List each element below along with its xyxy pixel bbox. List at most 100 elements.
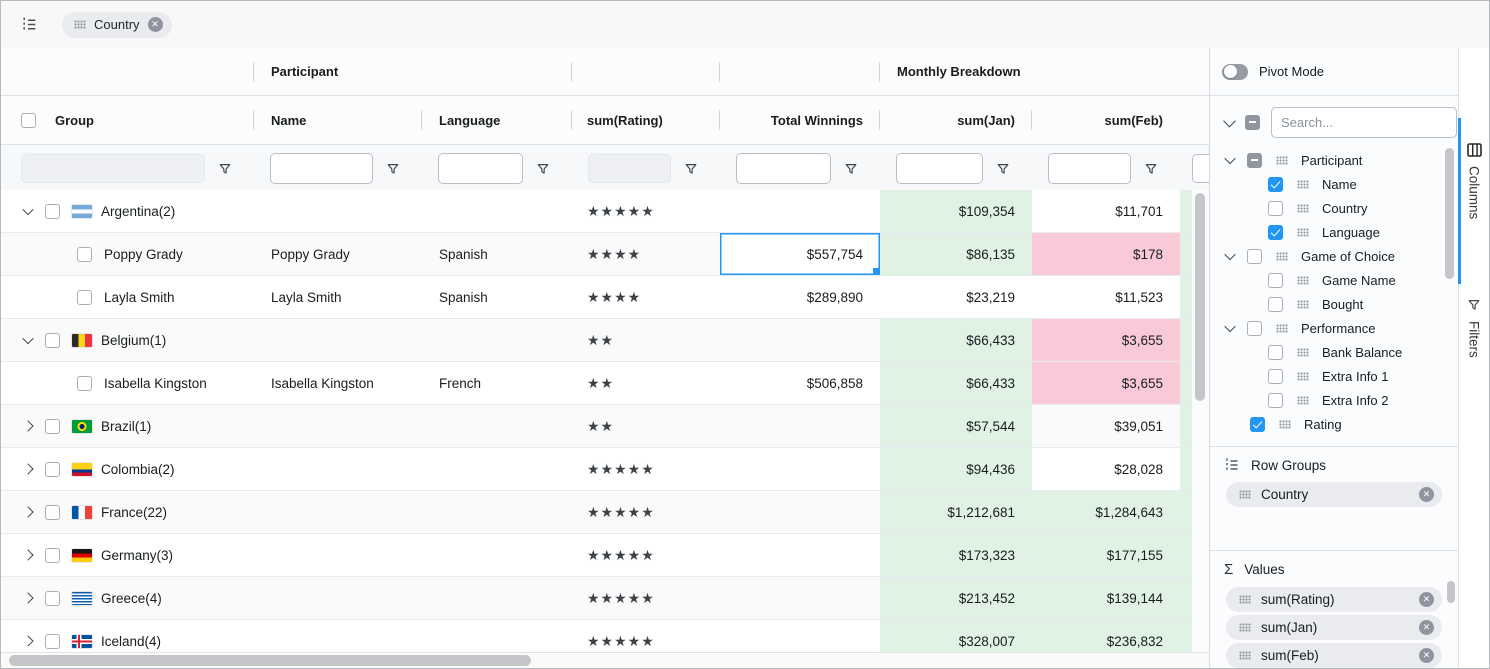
column-tree-item-bought[interactable]: Bought — [1210, 292, 1458, 316]
row-checkbox[interactable] — [45, 418, 60, 434]
remove-chip-icon[interactable]: ✕ — [1419, 648, 1434, 663]
filter-input-name[interactable] — [270, 153, 373, 184]
chevron-down-icon[interactable] — [1224, 152, 1236, 165]
total-winnings-cell[interactable] — [720, 319, 880, 361]
column-search-input[interactable] — [1271, 106, 1457, 138]
sum-jan-cell[interactable]: $173,323 — [880, 534, 1032, 576]
select-all-checkbox[interactable] — [21, 112, 36, 128]
horizontal-scrollbar-thumb[interactable] — [9, 655, 531, 666]
sum-feb-cell[interactable]: $1,284,643 — [1032, 491, 1180, 533]
sum-feb-cell[interactable]: $177,155 — [1032, 534, 1180, 576]
value-chip-sumrating[interactable]: sum(Rating) ✕ — [1226, 587, 1442, 612]
column-checkbox[interactable] — [1268, 200, 1283, 216]
sum-feb-cell[interactable]: $11,523 — [1115, 289, 1163, 305]
group-chip-country[interactable]: Country ✕ — [62, 11, 172, 38]
row-checkbox[interactable] — [45, 504, 60, 520]
expand-chevron-icon[interactable] — [22, 463, 34, 475]
column-tree-item-game-of-choice[interactable]: Game of Choice — [1210, 244, 1458, 268]
sum-jan-cell[interactable]: $109,354 — [880, 190, 1032, 232]
column-checkbox[interactable] — [1268, 296, 1283, 312]
filter-icon[interactable] — [996, 162, 1010, 176]
filter-input-language[interactable] — [438, 153, 523, 184]
pivot-mode-toggle[interactable] — [1222, 63, 1248, 80]
vertical-scrollbar-thumb[interactable] — [1195, 193, 1205, 401]
header-total-winnings[interactable]: Total Winnings — [720, 96, 880, 144]
column-checkbox[interactable] — [1268, 224, 1283, 240]
value-chip-sumfeb[interactable]: sum(Feb) ✕ — [1226, 643, 1442, 668]
sum-jan-cell[interactable]: $57,544 — [880, 405, 1032, 447]
row-checkbox[interactable] — [45, 633, 60, 649]
chevron-down-icon[interactable] — [1224, 320, 1236, 333]
sum-feb-cell[interactable]: $3,655 — [1032, 362, 1180, 404]
column-tree-item-game-name[interactable]: Game Name — [1210, 268, 1458, 292]
expand-chevron-icon[interactable] — [22, 549, 34, 561]
total-winnings-cell[interactable]: $557,754 — [720, 233, 880, 275]
sum-jan-cell[interactable]: $86,135 — [880, 233, 1032, 275]
vertical-scrollbar[interactable] — [1192, 190, 1209, 652]
column-tree-item-extra-info-1[interactable]: Extra Info 1 — [1210, 364, 1458, 388]
remove-chip-icon[interactable]: ✕ — [1419, 487, 1434, 502]
expand-chevron-icon[interactable] — [22, 332, 34, 345]
sum-feb-cell[interactable]: $178 — [1032, 233, 1180, 275]
header-group[interactable]: Group — [1, 96, 254, 144]
header-sum-rating[interactable]: sum(Rating) — [572, 96, 720, 144]
column-tree-item-language[interactable]: Language — [1210, 220, 1458, 244]
expand-chevron-icon[interactable] — [22, 635, 34, 647]
total-winnings-cell[interactable]: $506,858 — [806, 375, 863, 391]
sum-feb-cell[interactable]: $28,028 — [1114, 461, 1163, 477]
column-checkbox[interactable] — [1268, 368, 1283, 384]
row-group-chip-country[interactable]: Country ✕ — [1226, 482, 1442, 507]
tab-filters[interactable]: Filters — [1459, 298, 1489, 358]
column-checkbox[interactable] — [1268, 272, 1283, 288]
group-header-monthly-breakdown[interactable]: Monthly Breakdown — [897, 64, 1021, 79]
sum-feb-cell[interactable]: $39,051 — [1114, 418, 1163, 434]
sum-jan-cell[interactable]: $94,436 — [880, 448, 1032, 490]
value-chip-sumjan[interactable]: sum(Jan) ✕ — [1226, 615, 1442, 640]
sum-jan-cell[interactable]: $23,219 — [966, 289, 1015, 305]
remove-chip-icon[interactable]: ✕ — [1419, 620, 1434, 635]
tab-columns[interactable]: Columns — [1458, 117, 1489, 285]
column-tree-item-country[interactable]: Country — [1210, 196, 1458, 220]
column-tree-item-participant[interactable]: Participant — [1210, 148, 1458, 172]
header-sum-feb[interactable]: sum(Feb) — [1032, 96, 1180, 144]
row-checkbox[interactable] — [45, 547, 60, 563]
column-checkbox[interactable] — [1268, 176, 1283, 192]
row-checkbox[interactable] — [45, 332, 60, 348]
total-winnings-cell[interactable] — [720, 577, 880, 619]
expand-chevron-icon[interactable] — [22, 203, 34, 216]
sum-feb-cell[interactable]: $11,701 — [1115, 203, 1163, 219]
sum-feb-cell[interactable]: $139,144 — [1032, 577, 1180, 619]
sum-jan-cell[interactable]: $66,433 — [880, 319, 1032, 361]
sum-jan-cell[interactable]: $66,433 — [880, 362, 1032, 404]
column-tree-item-rating[interactable]: Rating — [1210, 412, 1458, 436]
chevron-down-icon[interactable] — [1223, 114, 1236, 127]
tree-scrollbar-thumb[interactable] — [1445, 148, 1454, 279]
column-tree-item-performance[interactable]: Performance — [1210, 316, 1458, 340]
row-checkbox[interactable] — [45, 590, 60, 606]
expand-chevron-icon[interactable] — [22, 506, 34, 518]
header-name[interactable]: Name — [254, 96, 422, 144]
row-checkbox[interactable] — [45, 203, 60, 219]
row-checkbox[interactable] — [77, 289, 92, 305]
sum-jan-cell[interactable]: $213,452 — [880, 577, 1032, 619]
group-header-participant[interactable]: Participant — [271, 64, 339, 79]
row-checkbox[interactable] — [77, 246, 92, 262]
total-winnings-cell[interactable] — [720, 190, 880, 232]
remove-chip-icon[interactable]: ✕ — [147, 17, 163, 32]
total-winnings-cell[interactable] — [720, 534, 880, 576]
column-checkbox[interactable] — [1250, 416, 1265, 432]
header-language[interactable]: Language — [422, 96, 572, 144]
filter-icon[interactable] — [218, 162, 232, 176]
column-checkbox[interactable] — [1268, 392, 1283, 408]
expand-chevron-icon[interactable] — [22, 420, 34, 432]
sum-jan-cell[interactable]: $1,212,681 — [880, 491, 1032, 533]
column-checkbox[interactable] — [1268, 344, 1283, 360]
values-scrollbar-thumb[interactable] — [1447, 581, 1455, 603]
filter-input-sum-jan[interactable] — [896, 153, 983, 184]
row-checkbox[interactable] — [45, 461, 60, 477]
sum-feb-cell[interactable]: $3,655 — [1032, 319, 1180, 361]
column-checkbox[interactable] — [1247, 248, 1262, 264]
header-sum-jan[interactable]: sum(Jan) — [880, 96, 1032, 144]
total-winnings-cell[interactable]: $289,890 — [806, 289, 863, 305]
filter-icon[interactable] — [844, 162, 858, 176]
